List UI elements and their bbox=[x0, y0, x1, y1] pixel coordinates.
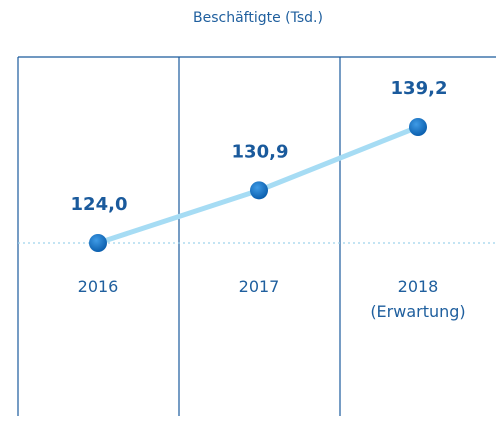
category-label: 2018 (Erwartung) bbox=[370, 277, 466, 321]
marker bbox=[89, 234, 107, 252]
x-tick-label: 2018 (Erwartung) bbox=[370, 277, 466, 321]
marker bbox=[250, 181, 268, 200]
value-label: 130,9 bbox=[232, 141, 289, 162]
value-label: 139,2 bbox=[391, 78, 448, 99]
chart-title: Beschäftigte (Tsd.) bbox=[193, 10, 323, 26]
x-tick-label: 2017 bbox=[238, 277, 280, 296]
category-label: 2017 bbox=[238, 277, 280, 296]
category-label: 2016 bbox=[77, 277, 119, 296]
marker bbox=[409, 118, 427, 136]
value-label: 124,0 bbox=[71, 194, 128, 215]
x-tick-label: 2016 bbox=[77, 277, 119, 296]
